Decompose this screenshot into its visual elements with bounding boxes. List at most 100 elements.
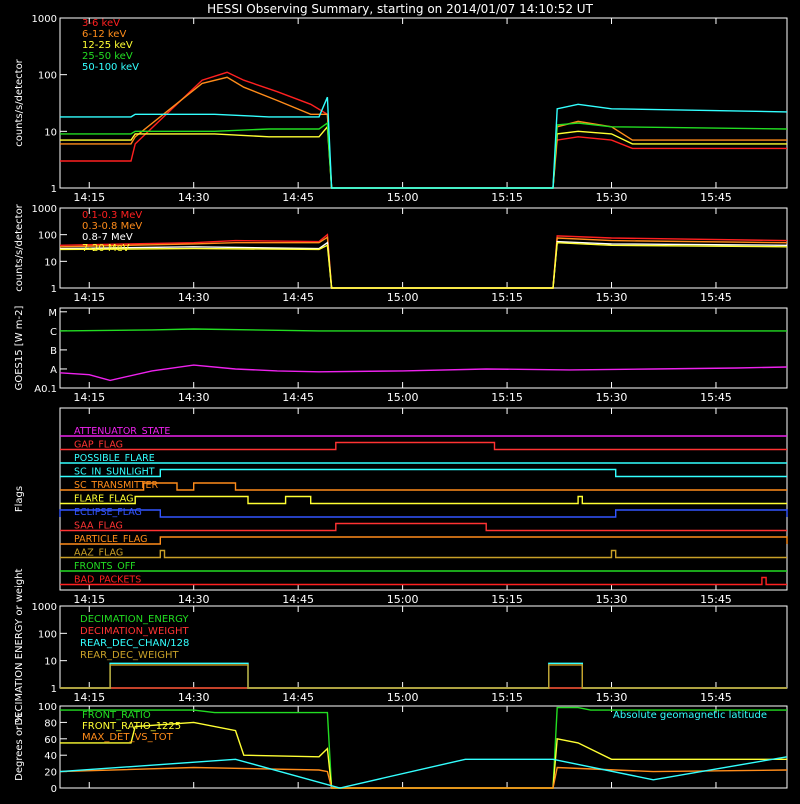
flag-line-bad-packets (60, 576, 787, 586)
flags-xtick-label: 14:15 (73, 593, 105, 606)
flags-xtick-label: 15:00 (387, 593, 419, 606)
ratios-ytick-label: 0 (51, 784, 57, 795)
flag-label: SC_TRANSMITTER (74, 480, 159, 491)
lightcurve-high-xtick-label: 14:15 (73, 291, 105, 304)
decimation-xtick-label: 14:45 (282, 691, 314, 704)
lightcurve-high-xtick-label: 15:30 (596, 291, 628, 304)
decimation-series-line (60, 664, 787, 689)
flag-label: FRONTS_OFF (74, 561, 136, 572)
flags-xtick-label: 15:30 (596, 593, 628, 606)
decimation-ytick-label: 1000 (32, 602, 57, 613)
decimation-xtick-label: 15:15 (491, 691, 523, 704)
ratios-legend-entry: FRONT_RATIO_1225 (82, 721, 181, 732)
lightcurve-high-series-line (59, 241, 788, 289)
ratios-ytick-label: 40 (44, 751, 57, 762)
flags-ylabel: Flags (14, 486, 25, 512)
goes-xtick-label: 14:30 (178, 391, 210, 404)
lightcurve-high-ytick-label: 100 (38, 231, 57, 242)
goes-ylabel: GOES15 [W m-2] (14, 306, 25, 391)
lightcurve-high-series-line (59, 233, 788, 289)
lightcurve-low-xtick-label: 15:15 (491, 191, 523, 204)
lightcurve-high-ytick-label: 10 (44, 257, 57, 268)
decimation-xtick-label: 15:00 (387, 691, 419, 704)
lightcurve-low-xtick-label: 14:45 (282, 191, 314, 204)
goes-series-line (59, 364, 788, 382)
flag-line-flare-flag (60, 495, 787, 505)
goes-xtick-label: 15:00 (387, 391, 419, 404)
lightcurve-high-legend-entry: 0.3-0.8 MeV (82, 221, 142, 232)
lightcurve-low-legend-entry: 3-6 keV (82, 18, 120, 29)
ratios-ylabel: Degrees or % (14, 713, 25, 781)
flag-label: GAP_FLAG (74, 440, 123, 451)
goes-series-line (59, 328, 787, 332)
flag-label: BAD_PACKETS (74, 575, 141, 586)
goes-ytick-label: A (50, 365, 57, 376)
lightcurve-high-ytick-label: 1 (51, 284, 57, 295)
decimation-ytick-label: 10 (44, 657, 57, 668)
lightcurve-low-xtick-label: 14:30 (178, 191, 210, 204)
goes-ytick-label: B (50, 346, 57, 357)
flag-label: SAA_FLAG (74, 521, 123, 532)
ratios-series-line (60, 721, 787, 789)
flag-label: AAZ_FLAG (74, 548, 123, 559)
flag-label: PARTICLE_FLAG (74, 534, 147, 545)
decimation-legend-entry: REAR_DEC_WEIGHT (80, 650, 179, 661)
lightcurve-high-xtick-label: 14:30 (178, 291, 210, 304)
lightcurve-low-legend-entry: 25-50 keV (82, 51, 133, 62)
flag-label: SC_IN_SUNLIGHT (74, 467, 155, 478)
ratios-legend-entry: FRONT_RATIO (82, 710, 151, 721)
lightcurve-low-series-line (60, 71, 787, 189)
goes-xtick-label: 15:30 (596, 391, 628, 404)
lightcurve-high-ylabel: counts/s/detector (14, 203, 25, 291)
goes-ytick-label: A0.1 (34, 384, 57, 395)
flag-label: POSSIBLE_FLARE (74, 453, 155, 464)
flag-line-sc-in-sunlight (60, 468, 787, 478)
decimation-ytick-label: 1 (51, 684, 57, 695)
ratios-legend-entry: MAX_DET_VS_TOT (82, 732, 174, 743)
lightcurve-high-frame (59, 207, 788, 289)
lightcurve-high-ytick-label: 1000 (32, 204, 57, 215)
flag-line-eclipse-flag (59, 509, 788, 518)
decimation-series-line (60, 662, 787, 689)
goes-xtick-label: 14:45 (282, 391, 314, 404)
lightcurve-low-legend-entry: 6-12 keV (82, 29, 126, 40)
lightcurve-low-legend-entry: 12-25 keV (82, 40, 133, 51)
lightcurve-low-series-line (60, 121, 788, 189)
lightcurve-low-xtick-label: 15:30 (596, 191, 628, 204)
lightcurve-low-frame (59, 17, 788, 189)
lightcurve-low-series-line (60, 96, 788, 189)
decimation-xtick-label: 15:45 (700, 691, 732, 704)
flags-xtick-label: 15:15 (491, 593, 523, 606)
decimation-ylabel: DECIMATION ENERGY or weight (14, 568, 25, 725)
lightcurve-low-xtick-label: 15:00 (387, 191, 419, 204)
ratios-annotation: Absolute geomagnetic latitude (613, 710, 767, 721)
goes-ytick-label: M (48, 308, 57, 319)
flags-xtick-label: 14:30 (178, 593, 210, 606)
ratios-ytick-label: 20 (44, 768, 57, 779)
flag-line-gap-flag (60, 441, 787, 451)
flags-xtick-label: 14:45 (282, 593, 314, 606)
decimation-legend-entry: DECIMATION_ENERGY (80, 614, 189, 625)
lightcurve-high-xtick-label: 14:45 (282, 291, 314, 304)
lightcurve-low-ylabel: counts/s/detector (14, 58, 25, 146)
flag-label: ECLIPSE_FLAG (74, 507, 142, 518)
lightcurve-high-legend-entry: 7-20 MeV (82, 243, 130, 254)
lightcurve-high-xtick-label: 15:15 (491, 291, 523, 304)
flag-label: ATTENUATOR_STATE (74, 426, 170, 437)
lightcurve-low-xtick-label: 14:15 (73, 191, 105, 204)
ratios-series-line (59, 766, 788, 789)
lightcurve-low-legend-entry: 50-100 keV (82, 62, 139, 73)
lightcurve-low-ytick-label: 1 (51, 184, 57, 195)
flags-frame (59, 407, 788, 591)
decimation-ytick-label: 100 (38, 629, 57, 640)
lightcurve-high-legend-entry: 0.8-7 MeV (82, 232, 133, 243)
lightcurve-high-xtick-label: 15:00 (387, 291, 419, 304)
flag-label: FLARE_FLAG (74, 494, 134, 505)
lightcurve-low-xtick-label: 15:45 (700, 191, 732, 204)
ratios-ytick-label: 60 (44, 735, 57, 746)
lightcurve-low-series-line (60, 76, 787, 189)
lightcurve-low-ytick-label: 100 (38, 71, 57, 82)
decimation-legend-entry: DECIMATION_WEIGHT (80, 626, 189, 637)
